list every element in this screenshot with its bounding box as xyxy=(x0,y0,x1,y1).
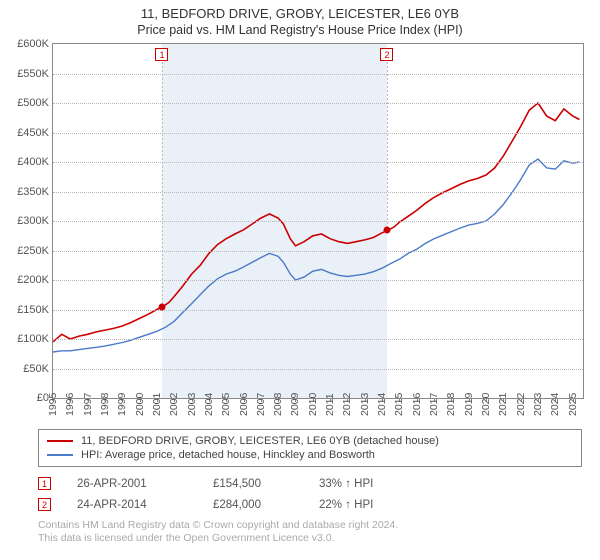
gridline xyxy=(53,74,583,75)
y-axis-label: £600K xyxy=(17,38,49,50)
y-axis-label: £400K xyxy=(17,156,49,168)
x-axis-label: 1997 xyxy=(82,393,94,416)
sale-index-box: 1 xyxy=(38,477,51,490)
x-axis-label: 2023 xyxy=(532,393,544,416)
attribution-line: Contains HM Land Registry data © Crown c… xyxy=(38,519,582,532)
attribution-line: This data is licensed under the Open Gov… xyxy=(38,532,582,545)
title-address: 11, BEDFORD DRIVE, GROBY, LEICESTER, LE6… xyxy=(8,6,592,21)
sale-marker-box: 2 xyxy=(380,48,393,61)
legend-label: 11, BEDFORD DRIVE, GROBY, LEICESTER, LE6… xyxy=(81,435,439,447)
legend-swatch xyxy=(47,440,73,442)
x-axis-label: 2005 xyxy=(220,393,232,416)
gridline xyxy=(53,133,583,134)
sale-pct: 22% ↑ HPI xyxy=(319,499,409,511)
x-axis-label: 2001 xyxy=(151,393,163,416)
sales-list: 1 26-APR-2001 £154,500 33% ↑ HPI 2 24-AP… xyxy=(38,473,582,515)
x-axis-label: 2024 xyxy=(549,393,561,416)
x-axis-label: 2004 xyxy=(203,393,215,416)
x-axis-label: 2000 xyxy=(134,393,146,416)
y-axis-label: £350K xyxy=(17,186,49,198)
gridline xyxy=(53,103,583,104)
x-axis-label: 2007 xyxy=(255,393,267,416)
sale-dot xyxy=(384,227,391,234)
y-axis-label: £300K xyxy=(17,215,49,227)
sale-date: 26-APR-2001 xyxy=(77,478,187,490)
title-subtitle: Price paid vs. HM Land Registry's House … xyxy=(8,23,592,37)
series-hpi xyxy=(53,159,580,352)
x-axis-label: 2011 xyxy=(324,393,336,416)
gridline xyxy=(53,221,583,222)
legend-label: HPI: Average price, detached house, Hinc… xyxy=(81,449,375,461)
x-axis-label: 1998 xyxy=(99,393,111,416)
x-axis-label: 2022 xyxy=(515,393,527,416)
sale-index-box: 2 xyxy=(38,498,51,511)
y-axis-label: £500K xyxy=(17,97,49,109)
legend-row: 11, BEDFORD DRIVE, GROBY, LEICESTER, LE6… xyxy=(47,434,573,448)
plot-area: £0£50K£100K£150K£200K£250K£300K£350K£400… xyxy=(52,43,584,399)
x-axis-label: 2008 xyxy=(272,393,284,416)
y-axis-label: £100K xyxy=(17,333,49,345)
x-axis-label: 2018 xyxy=(445,393,457,416)
x-axis-label: 2016 xyxy=(411,393,423,416)
x-axis-label: 1995 xyxy=(47,393,59,416)
y-axis-label: £450K xyxy=(17,127,49,139)
x-axis-label: 2013 xyxy=(359,393,371,416)
x-axis-label: 1999 xyxy=(116,393,128,416)
chart: £0£50K£100K£150K£200K£250K£300K£350K£400… xyxy=(52,43,584,423)
sale-pct: 33% ↑ HPI xyxy=(319,478,409,490)
gridline xyxy=(53,162,583,163)
attribution: Contains HM Land Registry data © Crown c… xyxy=(38,519,582,545)
x-axis-label: 2020 xyxy=(480,393,492,416)
sale-row: 1 26-APR-2001 £154,500 33% ↑ HPI xyxy=(38,473,582,494)
x-axis-label: 2025 xyxy=(567,393,579,416)
sale-marker-box: 1 xyxy=(155,48,168,61)
gridline xyxy=(53,280,583,281)
x-axis-label: 2014 xyxy=(376,393,388,416)
y-axis-label: £50K xyxy=(23,363,49,375)
legend-row: HPI: Average price, detached house, Hinc… xyxy=(47,448,573,462)
page: 11, BEDFORD DRIVE, GROBY, LEICESTER, LE6… xyxy=(0,0,600,560)
sale-dot xyxy=(159,303,166,310)
y-axis-label: £200K xyxy=(17,274,49,286)
gridline xyxy=(53,251,583,252)
x-axis-label: 2015 xyxy=(393,393,405,416)
x-axis-label: 2003 xyxy=(186,393,198,416)
titles: 11, BEDFORD DRIVE, GROBY, LEICESTER, LE6… xyxy=(8,6,592,37)
series-property xyxy=(53,103,580,342)
x-axis-label: 2019 xyxy=(463,393,475,416)
gridline xyxy=(53,339,583,340)
gridline xyxy=(53,310,583,311)
sale-price: £284,000 xyxy=(213,499,293,511)
x-axis-label: 2017 xyxy=(428,393,440,416)
sale-date: 24-APR-2014 xyxy=(77,499,187,511)
x-axis-label: 2009 xyxy=(289,393,301,416)
y-axis-label: £250K xyxy=(17,245,49,257)
y-axis-label: £150K xyxy=(17,304,49,316)
sale-row: 2 24-APR-2014 £284,000 22% ↑ HPI xyxy=(38,494,582,515)
x-axis-label: 2010 xyxy=(307,393,319,416)
x-axis-label: 2012 xyxy=(341,393,353,416)
legend: 11, BEDFORD DRIVE, GROBY, LEICESTER, LE6… xyxy=(38,429,582,467)
x-axis-label: 2021 xyxy=(497,393,509,416)
y-axis-label: £550K xyxy=(17,68,49,80)
x-axis-label: 2006 xyxy=(238,393,250,416)
x-axis-label: 1996 xyxy=(64,393,76,416)
gridline xyxy=(53,369,583,370)
x-axis-label: 2002 xyxy=(168,393,180,416)
legend-swatch xyxy=(47,454,73,456)
gridline xyxy=(53,192,583,193)
sale-price: £154,500 xyxy=(213,478,293,490)
